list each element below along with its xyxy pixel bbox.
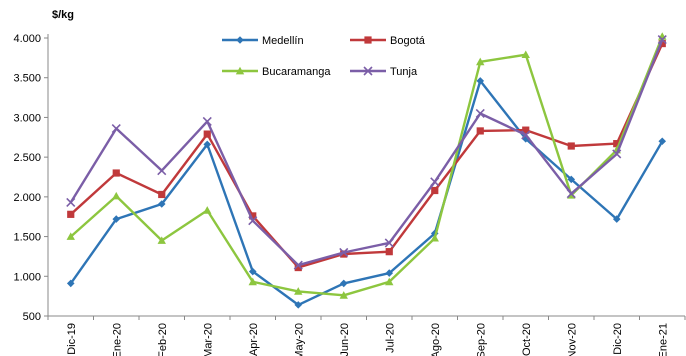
legend-item-bucaramanga: Bucaramanga <box>222 66 331 78</box>
data-point-medellin <box>294 301 303 309</box>
y-tick-label: 2.000 <box>13 192 41 204</box>
legend-item-tunja: Tunja <box>350 66 418 78</box>
data-point-bucaramanga <box>521 50 530 59</box>
x-tick-labels: Dic-19 Ene-20 Feb-20 Mar-20 Apr-20 May-20 Jun-… <box>66 323 670 356</box>
series-tunja <box>66 35 667 270</box>
data-point-medellin <box>658 137 667 146</box>
data-point-tunja <box>521 130 531 140</box>
data-point-medellin <box>476 77 485 85</box>
series-bogota <box>67 39 666 272</box>
legend-marker <box>364 36 372 44</box>
data-point-tunja <box>111 123 121 134</box>
series-line-bogota <box>69 43 664 269</box>
data-point-bogota <box>158 190 166 199</box>
x-tick-label: Ene-20 <box>111 323 123 356</box>
data-point-bogota <box>476 127 484 135</box>
data-point-bogota <box>431 186 439 195</box>
y-tick-label: 1.500 <box>13 232 41 244</box>
y-tick-labels: 500 1.000 1.500 2.000 2.500 3.000 3.500 4.000 <box>13 33 41 323</box>
data-point-tunja <box>384 238 394 248</box>
axes <box>44 34 686 320</box>
data-point-bucaramanga <box>112 191 121 200</box>
x-tick-label: Jun-20 <box>339 323 351 356</box>
data-point-bogota <box>294 263 302 272</box>
x-tick-label: Dic-20 <box>612 323 624 355</box>
x-tick-label: Dic-19 <box>66 323 78 355</box>
legend-label: Tunja <box>390 66 418 78</box>
data-point-medellin <box>521 135 530 143</box>
data-point-tunja <box>475 108 485 119</box>
data-point-bogota <box>613 140 621 148</box>
legend-label: Bogotá <box>390 35 426 47</box>
data-point-bogota <box>385 248 393 256</box>
data-point-bogota <box>112 169 120 177</box>
data-point-medellin <box>385 269 394 277</box>
y-tick-label: 3.000 <box>13 112 41 124</box>
y-axis-label: $/kg <box>52 9 74 21</box>
legend-marker <box>236 36 244 44</box>
data-point-bucaramanga <box>294 287 303 295</box>
x-tick-label: Oct-20 <box>521 323 533 356</box>
x-tick-label: Feb-20 <box>157 323 169 356</box>
data-point-medellin <box>66 279 75 288</box>
data-point-tunja <box>293 260 303 270</box>
data-point-bucaramanga <box>385 277 394 286</box>
legend-marker <box>363 66 373 76</box>
data-point-bogota <box>67 210 75 218</box>
x-tick-label: Apr-20 <box>248 323 260 356</box>
series-group <box>66 32 667 309</box>
data-point-tunja <box>657 35 667 45</box>
data-point-bogota <box>658 39 666 48</box>
data-point-medellin <box>203 140 212 149</box>
x-tick-label: Nov-20 <box>566 323 578 356</box>
data-point-bucaramanga <box>157 236 166 244</box>
data-point-tunja <box>339 247 349 258</box>
data-point-tunja <box>612 149 622 159</box>
legend-item-medellin: Medellín <box>222 35 304 47</box>
data-point-tunja <box>248 216 258 226</box>
y-tick-label: 1.000 <box>13 271 41 283</box>
data-point-medellin <box>112 215 121 223</box>
data-point-medellin <box>248 267 257 276</box>
data-point-medellin <box>339 279 348 288</box>
data-point-tunja <box>66 197 76 207</box>
data-point-bucaramanga <box>248 277 257 286</box>
data-point-tunja <box>202 116 212 126</box>
legend-label: Bucaramanga <box>262 66 331 78</box>
x-tick-label: Jul-20 <box>384 323 396 353</box>
data-point-bucaramanga <box>476 57 485 66</box>
series-line-tunja <box>69 39 664 267</box>
x-tick-label: May-20 <box>293 323 305 356</box>
y-tick-label: 3.500 <box>13 73 41 85</box>
data-point-bogota <box>340 250 348 258</box>
data-point-tunja <box>566 189 576 199</box>
legend-item-bogota: Bogotá <box>350 35 426 47</box>
series-line-bucaramanga <box>70 35 664 297</box>
data-point-bucaramanga <box>203 206 212 214</box>
x-tick-label: Ago-20 <box>430 323 442 356</box>
data-point-bucaramanga <box>339 291 348 299</box>
data-point-bogota <box>567 142 575 150</box>
data-point-bucaramanga <box>430 233 439 242</box>
data-point-bogota <box>249 212 257 220</box>
y-tick-label: 4.000 <box>13 33 41 45</box>
x-tick-label: Ene-21 <box>657 323 669 356</box>
x-tick-label: Sep-20 <box>475 323 487 356</box>
data-point-tunja <box>430 177 440 187</box>
data-point-medellin <box>567 175 576 184</box>
y-tick-label: 500 <box>23 311 41 323</box>
data-point-medellin <box>612 215 621 223</box>
legend-marker <box>235 66 245 75</box>
data-point-tunja <box>157 166 167 176</box>
x-tick-label: Mar-20 <box>202 323 214 356</box>
data-point-medellin <box>157 200 166 208</box>
y-tick-label: 2.500 <box>13 152 41 164</box>
legend: Medellín Bogotá Bucaramanga Tunja <box>222 35 426 78</box>
data-point-bogota <box>522 126 530 134</box>
data-point-bucaramanga <box>66 232 75 240</box>
legend-label: Medellín <box>262 35 304 47</box>
data-point-bogota <box>203 130 211 138</box>
